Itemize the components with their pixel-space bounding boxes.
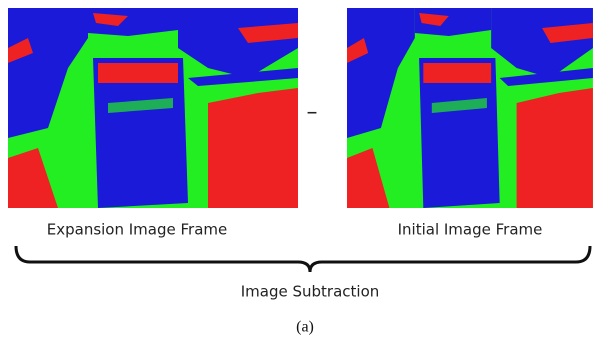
initial-image bbox=[347, 8, 593, 208]
segmented-image bbox=[8, 8, 298, 208]
brace bbox=[16, 246, 590, 272]
left-label: Expansion Image Frame bbox=[47, 221, 228, 239]
brace-label: Image Subtraction bbox=[241, 283, 380, 301]
segmented-image bbox=[347, 8, 593, 208]
minus-operator: – bbox=[307, 100, 318, 125]
expansion-image bbox=[8, 8, 298, 208]
right-label: Initial Image Frame bbox=[398, 221, 543, 239]
figure: – Expansion Image Frame Initial Image Fr… bbox=[0, 0, 605, 341]
page: – Expansion Image Frame Initial Image Fr… bbox=[0, 0, 605, 341]
caption: (a) bbox=[296, 319, 314, 336]
